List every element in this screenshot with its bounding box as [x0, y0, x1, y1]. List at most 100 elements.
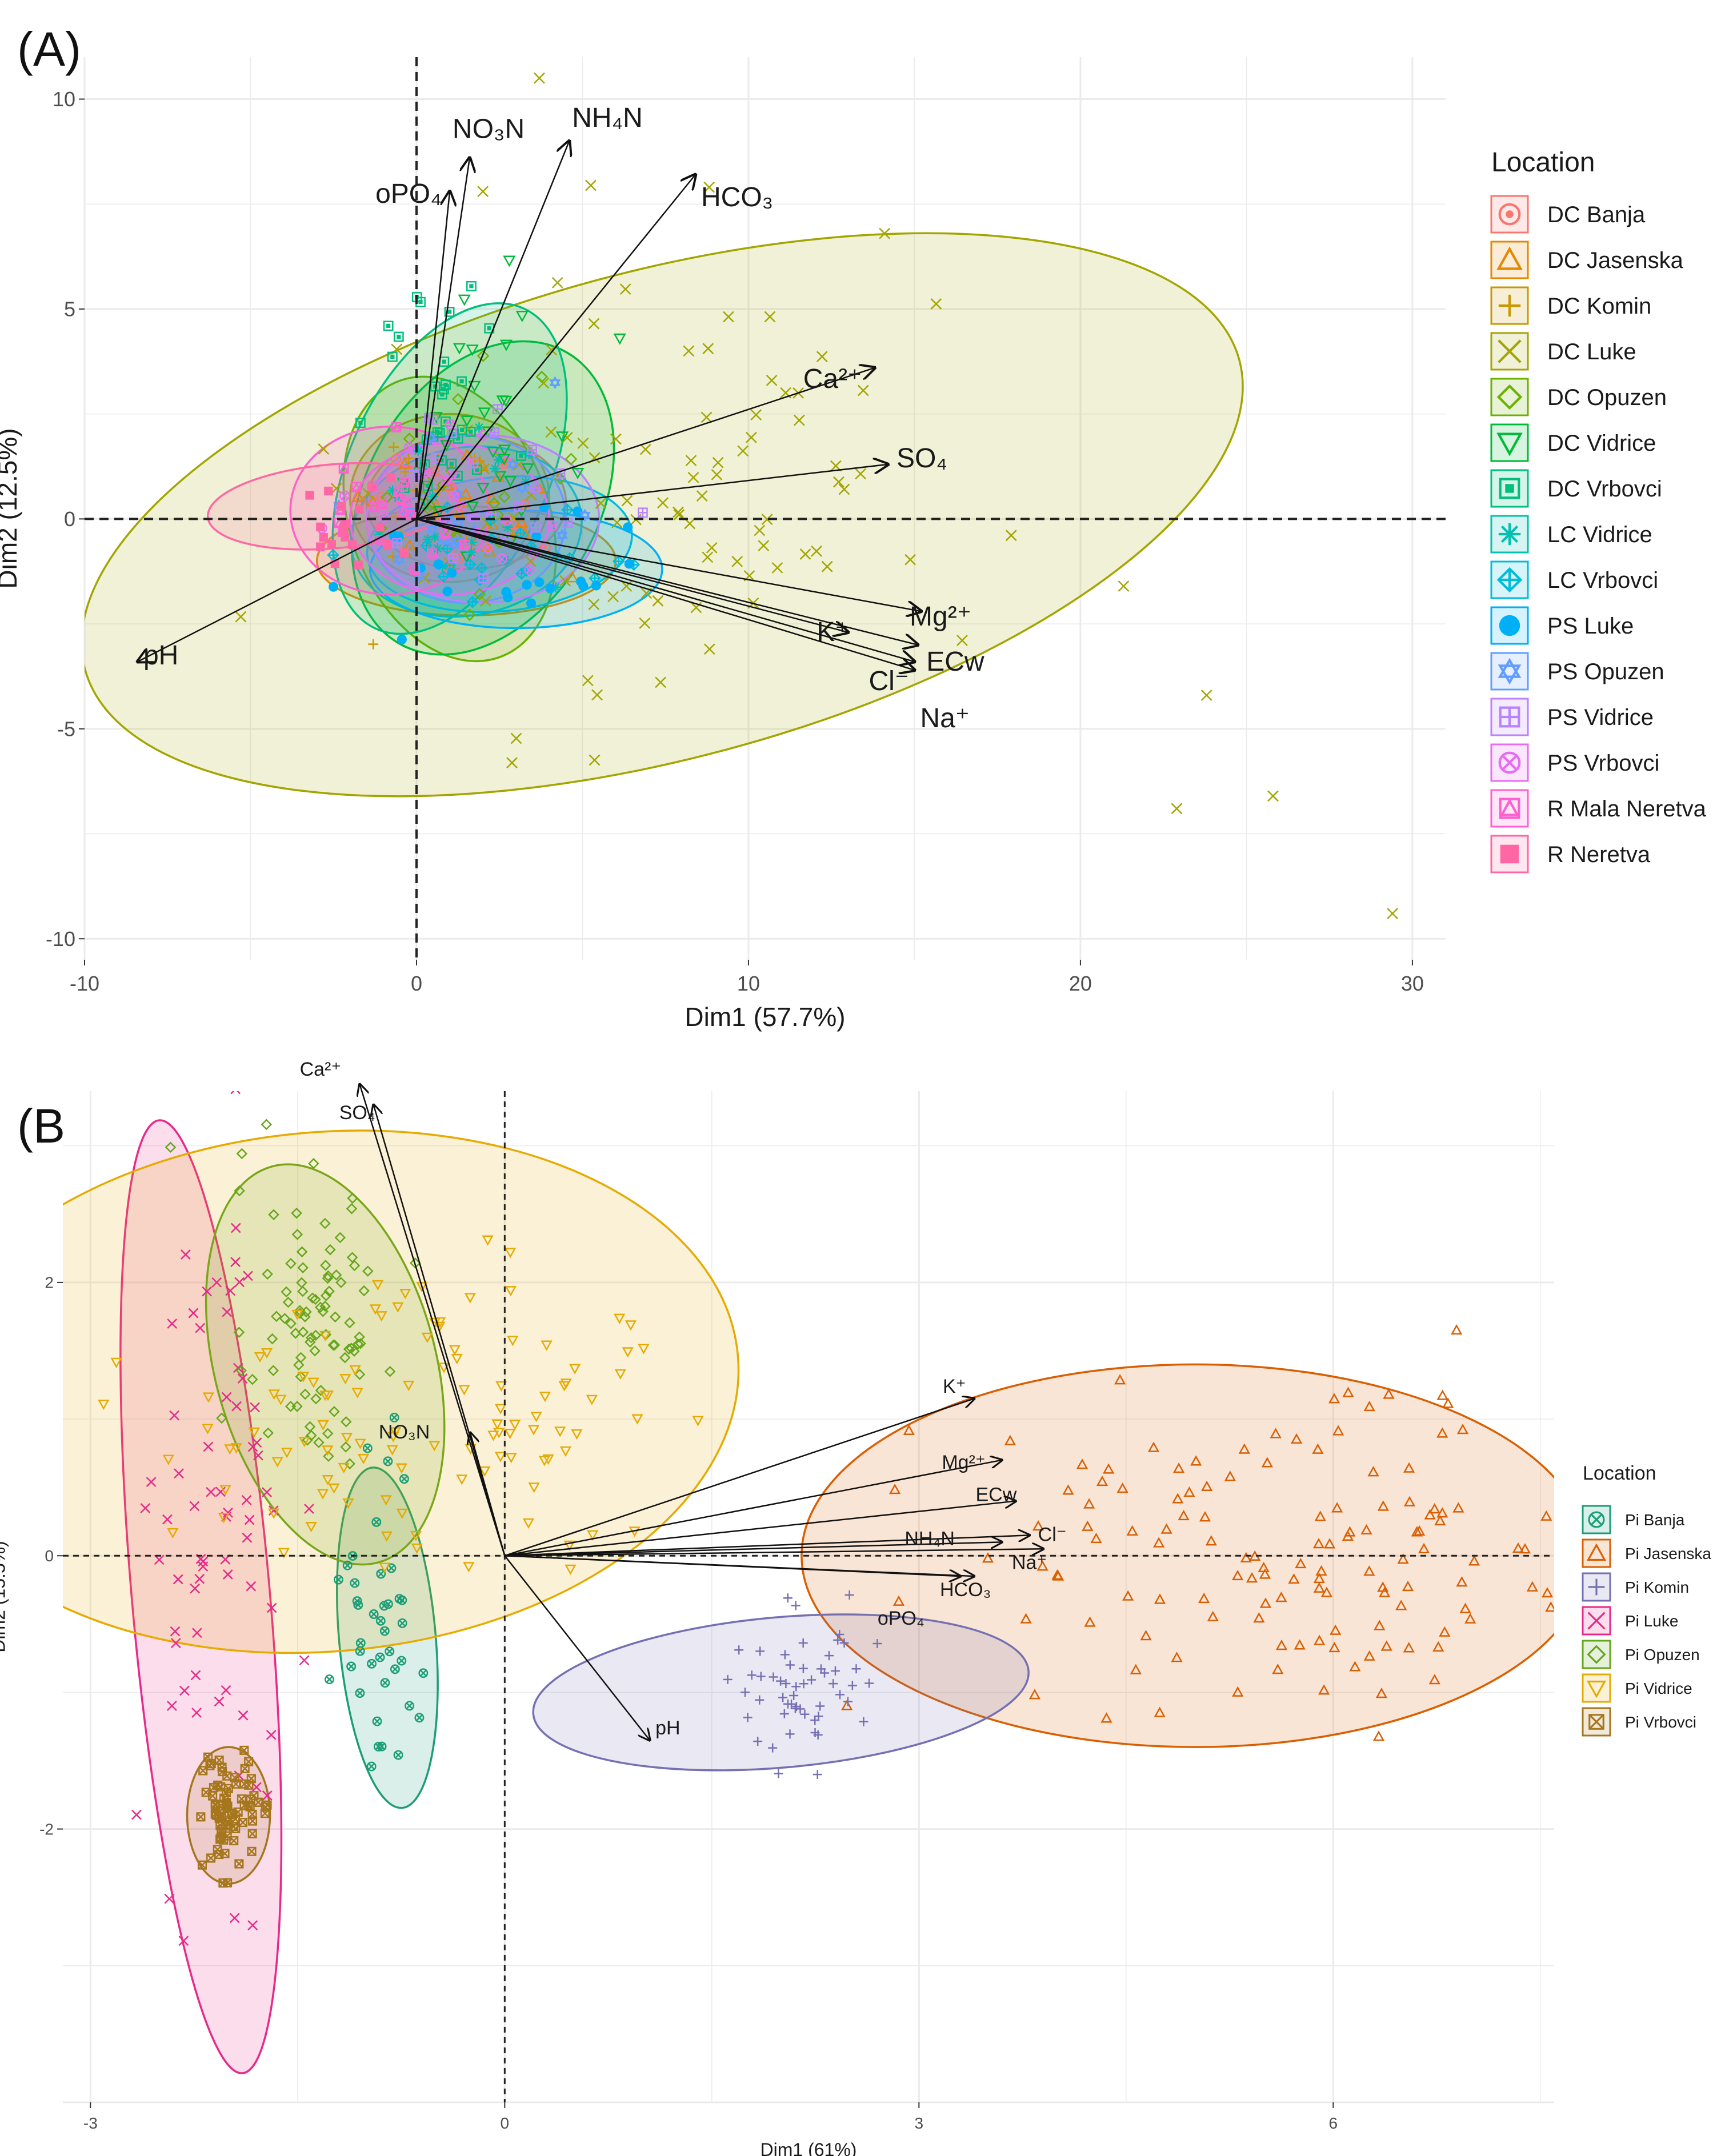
- point-pi-jasenska: [1540, 1510, 1552, 1521]
- point-dc-opuzen: [487, 497, 501, 510]
- point-r-neretva: [347, 540, 357, 549]
- x-tick-label: 0: [411, 972, 422, 995]
- point-dc-opuzen: [565, 452, 578, 466]
- point-pi-jasenska: [1397, 1553, 1409, 1564]
- point-dc-luke: [655, 676, 666, 688]
- point-pi-komin: [798, 1638, 808, 1648]
- point-pi-komin: [815, 1701, 825, 1711]
- point-pi-jasenska: [1154, 1593, 1166, 1604]
- point-pi-vrbovci: [222, 1771, 232, 1781]
- legend-key-dc-opuzen: [1490, 378, 1529, 416]
- point-pi-vidrice: [410, 1530, 422, 1542]
- point-pi-vidrice: [305, 1522, 317, 1533]
- point-r-mala-neretva: [427, 548, 437, 559]
- point-pi-jasenska: [1313, 1582, 1325, 1593]
- point-pi-banja: [350, 1578, 360, 1588]
- point-pi-opuzen: [329, 1311, 341, 1323]
- point-pi-komin: [843, 1697, 853, 1706]
- point-dc-luke: [816, 351, 828, 363]
- point-pi-vidrice: [319, 1331, 331, 1342]
- point-dc-luke: [766, 374, 778, 386]
- point-pi-luke: [262, 1487, 272, 1497]
- point-dc-luke: [930, 298, 942, 310]
- point-pi-opuzen: [299, 1388, 311, 1400]
- point-pi-banja: [380, 1678, 390, 1688]
- vector-nh4n: [415, 141, 569, 519]
- point-pi-opuzen: [304, 1421, 316, 1433]
- point-pi-opuzen: [246, 1373, 258, 1385]
- point-pi-vidrice: [224, 1444, 236, 1455]
- point-pi-jasenska: [1459, 1602, 1471, 1613]
- ellipse-pi-luke: [119, 1119, 283, 2074]
- point-r-mala-neretva: [440, 528, 451, 539]
- point-pi-jasenska: [1442, 1397, 1454, 1408]
- vector-na-: [505, 1549, 1043, 1557]
- point-ps-vrbovci: [339, 490, 350, 502]
- point-dc-luke: [706, 542, 718, 554]
- legend-label-dc-vrbovci: DC Vrbovci: [1547, 476, 1662, 502]
- point-ps-vidrice: [478, 573, 489, 584]
- point-ps-opuzen: [507, 458, 519, 471]
- point-pi-opuzen: [335, 1277, 347, 1288]
- point-pi-jasenska: [1411, 1526, 1423, 1537]
- legend-marker-lc-vrbovci: [1496, 567, 1523, 593]
- point-pi-vidrice: [395, 1463, 407, 1474]
- legend-key-dc-luke: [1490, 332, 1529, 371]
- point-dc-luke: [477, 186, 489, 198]
- point-pi-vidrice: [449, 1345, 461, 1356]
- point-r-neretva: [386, 473, 395, 482]
- point-dc-opuzen: [423, 499, 437, 512]
- point-ps-luke: [329, 582, 339, 592]
- legend-title: Location: [1583, 1462, 1656, 1484]
- point-pi-vidrice: [451, 1354, 463, 1365]
- point-pi-jasenska: [1199, 1511, 1211, 1522]
- point-pi-jasenska: [1374, 1620, 1386, 1630]
- point-pi-komin: [814, 1712, 823, 1721]
- plot-area: [63, 1091, 1554, 2102]
- y-axis-title: Dim2 (15.5%): [0, 1541, 9, 1653]
- point-pi-banja: [333, 1574, 343, 1585]
- legend-label-dc-banja: DC Banja: [1547, 202, 1646, 227]
- point-dc-opuzen: [450, 530, 462, 543]
- point-pi-opuzen: [329, 1339, 341, 1351]
- legend-label-r-mala-neretva: R Mala Neretva: [1547, 796, 1707, 821]
- point-pi-jasenska: [1160, 1523, 1172, 1534]
- point-pi-jasenska: [1154, 1706, 1166, 1717]
- point-pi-vidrice: [275, 1394, 287, 1405]
- point-pi-opuzen: [297, 1327, 309, 1338]
- legend-marker-pi-komin: [1588, 1578, 1605, 1596]
- point-lc-vidrice: [427, 491, 438, 502]
- vector-label-ph: pH: [143, 640, 178, 671]
- point-pi-vidrice: [504, 1248, 517, 1259]
- point-pi-komin: [769, 1672, 778, 1682]
- point-pi-opuzen: [340, 1441, 351, 1453]
- point-pi-opuzen: [279, 1313, 291, 1324]
- legend-label-pi-komin: Pi Komin: [1625, 1578, 1689, 1596]
- point-pi-jasenska: [1436, 1389, 1448, 1400]
- point-pi-vidrice: [456, 1474, 468, 1485]
- point-pi-jasenska: [1344, 1526, 1356, 1537]
- point-pi-jasenska: [1380, 1640, 1392, 1651]
- point-dc-vidrice: [466, 344, 479, 356]
- point-pi-jasenska: [1028, 1689, 1041, 1700]
- point-ps-vrbovci: [403, 442, 415, 453]
- point-pi-vidrice: [586, 1394, 598, 1405]
- point-r-neretva: [354, 560, 363, 570]
- point-pi-opuzen: [340, 1416, 352, 1428]
- legend-label-dc-komin: DC Komin: [1547, 294, 1651, 319]
- point-pi-banja: [346, 1661, 357, 1672]
- point-pi-opuzen: [267, 1365, 279, 1376]
- vector-label-so4: SO₄: [896, 443, 947, 474]
- point-r-neretva: [324, 486, 333, 496]
- point-pi-luke: [262, 1790, 273, 1801]
- point-pi-komin: [783, 1593, 793, 1603]
- point-dc-luke: [833, 476, 845, 488]
- point-dc-vrbovci: [466, 280, 477, 291]
- point-dc-vidrice: [461, 415, 474, 427]
- point-dc-luke: [702, 551, 714, 563]
- point-ps-vidrice: [392, 538, 402, 548]
- point-pi-vidrice: [507, 1336, 519, 1347]
- point-pi-komin: [830, 1666, 840, 1676]
- point-pi-luke: [229, 1913, 240, 1923]
- point-ps-luke: [522, 580, 532, 590]
